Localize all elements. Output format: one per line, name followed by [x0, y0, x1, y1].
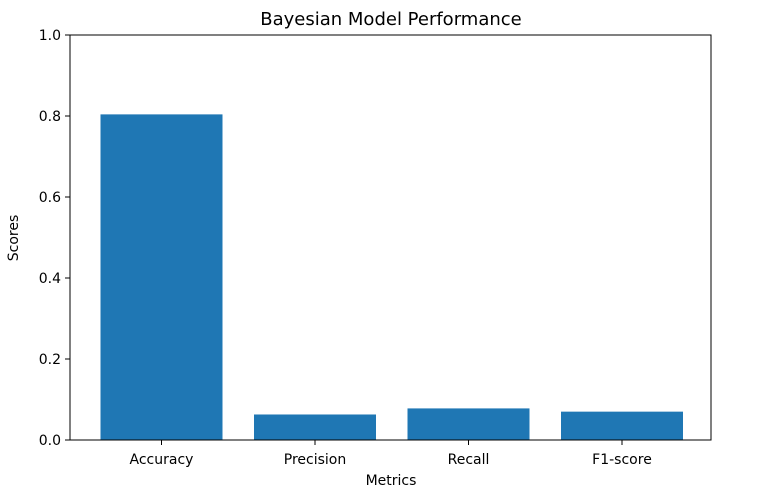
y-tick-label: 0.2 — [39, 352, 61, 368]
chart-title: Bayesian Model Performance — [260, 9, 521, 30]
y-axis-ticks: 0.0 0.2 0.4 0.6 0.8 1.0 — [39, 28, 70, 449]
x-tick-label: Recall — [448, 452, 490, 468]
y-tick-label: 0.8 — [39, 109, 61, 125]
y-tick-label: 1.0 — [39, 28, 61, 44]
y-tick-label: 0.4 — [39, 271, 61, 287]
bar-recall — [407, 408, 530, 440]
y-tick-label: 0.6 — [39, 190, 61, 206]
x-axis-ticks: Accuracy Precision Recall F1-score — [130, 440, 652, 468]
bars-group — [100, 114, 683, 440]
bar-accuracy — [100, 114, 223, 440]
x-tick-label: Accuracy — [130, 452, 194, 468]
x-axis-label: Metrics — [366, 473, 417, 489]
bar-precision — [254, 414, 376, 440]
bar-f1-score — [561, 411, 683, 440]
y-tick-label: 0.0 — [39, 433, 61, 449]
x-tick-label: Precision — [284, 452, 346, 468]
x-tick-label: F1-score — [592, 452, 652, 468]
plot-frame — [69, 34, 712, 441]
y-axis-label: Scores — [6, 215, 22, 262]
